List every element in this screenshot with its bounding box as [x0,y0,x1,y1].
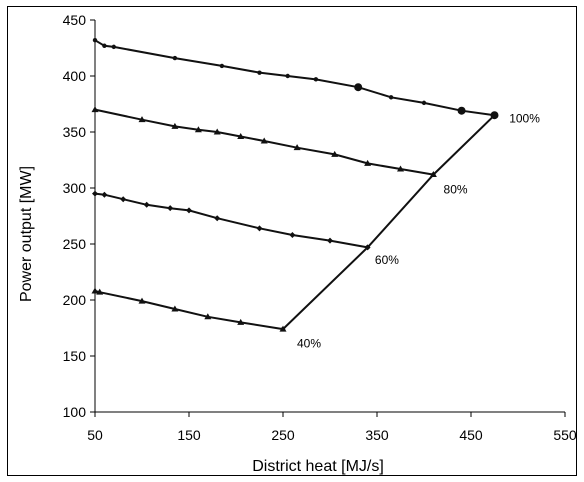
data-point [364,159,372,166]
y-tick-label: 250 [63,236,87,252]
data-point [92,37,98,43]
data-point [365,245,370,250]
y-tick-label: 450 [63,12,87,28]
x-tick-label: 550 [553,427,577,443]
x-tick-label: 150 [177,427,201,443]
x-tick-label: 450 [459,427,483,443]
series-label: 100% [509,112,540,126]
data-point [260,137,268,144]
y-tick-label: 400 [63,68,87,84]
chart-frame [7,6,577,476]
series-line-40pct [94,290,284,331]
data-point [313,77,319,82]
data-point [237,132,245,139]
data-point [431,172,436,177]
data-point [492,113,497,118]
data-point [204,313,212,320]
data-point [143,201,150,208]
data-point [120,196,127,203]
data-point [91,287,99,294]
data-point [92,190,98,197]
data-point [327,237,333,244]
data-point [293,144,301,151]
y-tick-label: 350 [63,124,87,140]
data-point [354,83,363,92]
data-point [256,225,263,232]
data-point [257,70,262,75]
data-point [194,126,202,133]
data-point [219,63,225,69]
data-point [397,165,404,172]
x-tick-label: 50 [87,427,103,443]
x-tick-label: 350 [365,427,389,443]
data-point [421,100,427,106]
data-point [388,95,394,100]
data-point [214,215,221,222]
chart-ticks: 100 150 200 250 300 350 400 450 50 150 250 350 450 55… [63,12,577,443]
y-axis-label: Power output [MW] [18,166,35,302]
y-tick-label: 300 [63,180,87,196]
chart-axes [94,20,565,413]
data-point [91,106,99,113]
series-label: 40% [297,337,321,351]
series-line-80pct [94,108,434,176]
data-point [285,73,290,79]
data-point [172,55,178,61]
x-tick-label: 250 [271,427,295,443]
series-label: 80% [444,182,468,196]
chart-labels: 100% 80% 60% 40% [297,112,540,351]
y-tick-label: 100 [63,404,87,420]
data-point [138,297,146,304]
series-label: 60% [375,253,399,267]
data-point [289,232,296,239]
data-point [280,326,286,332]
data-point [237,318,245,325]
data-point [186,207,192,214]
data-point [96,288,104,295]
data-point [457,106,466,115]
data-point [111,44,117,50]
series-line-60pct [94,192,368,249]
data-point [331,150,339,157]
y-tick-label: 150 [63,348,87,364]
connector-line [282,114,496,330]
series-line-100pct [94,39,495,117]
data-point [101,191,108,198]
chart-series [91,37,499,332]
y-tick-label: 200 [63,292,87,308]
data-point [102,43,107,48]
data-point [171,305,179,312]
data-point [138,116,146,123]
x-axis-label: District heat [MJ/s] [252,458,384,475]
data-point [213,128,221,135]
data-point [171,122,179,129]
data-point [167,205,174,212]
